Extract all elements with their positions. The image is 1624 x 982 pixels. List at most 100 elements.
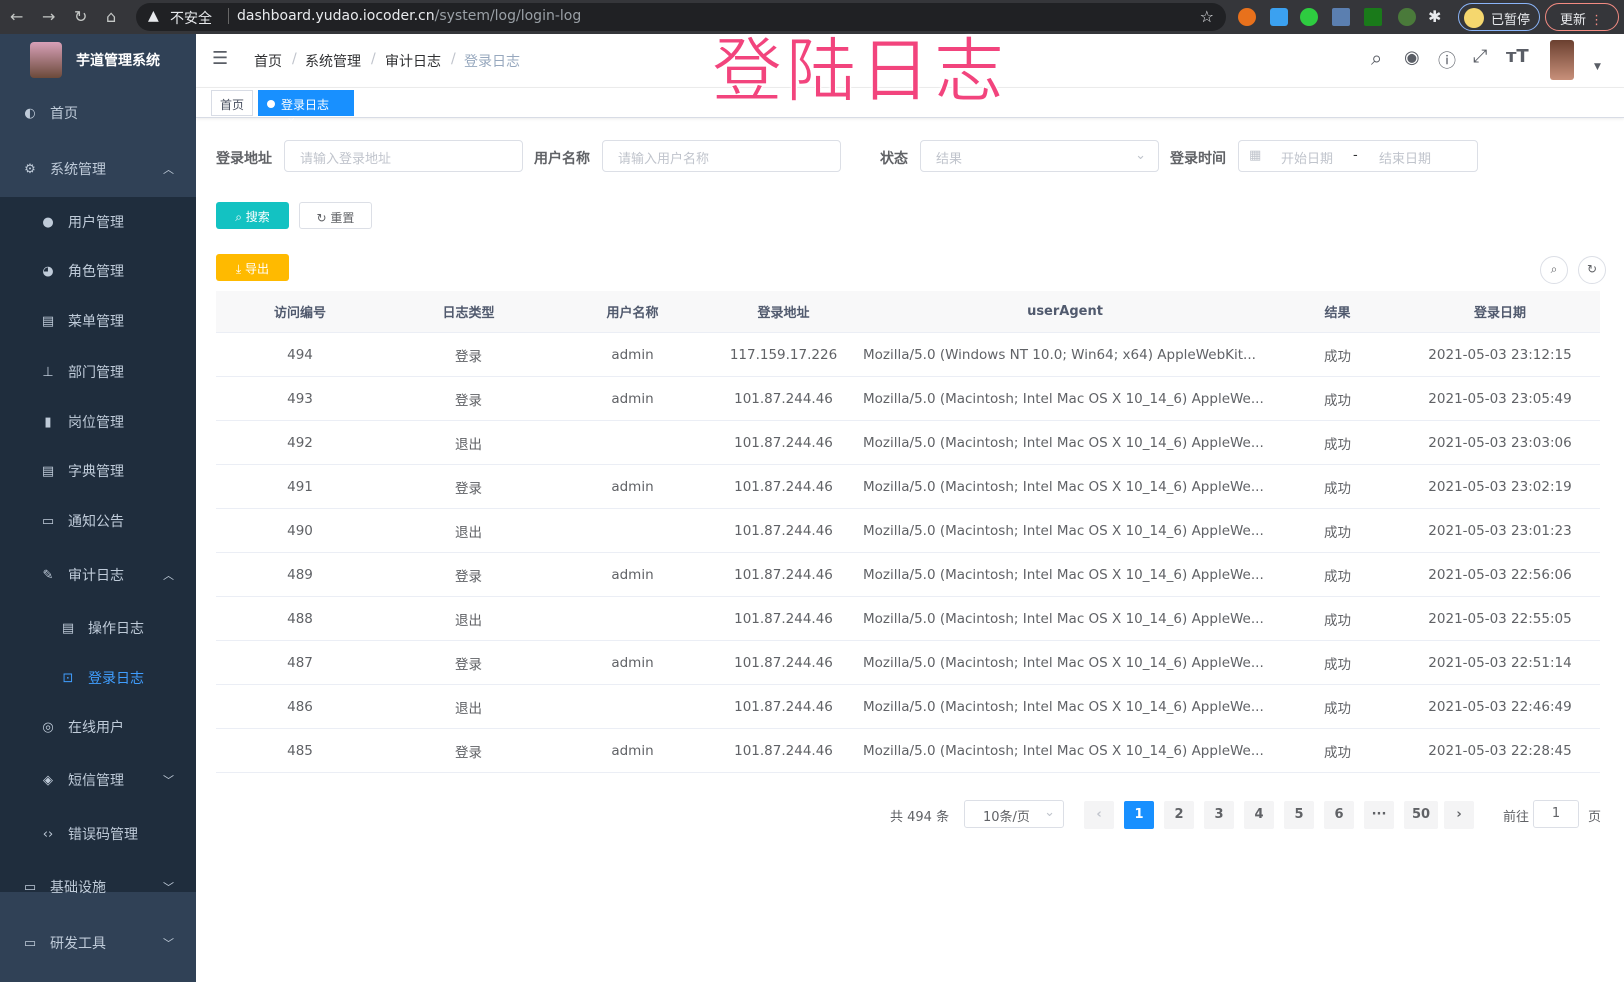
extension-icon[interactable] bbox=[1398, 8, 1416, 26]
extension-icon[interactable] bbox=[1364, 8, 1382, 26]
avatar bbox=[1464, 8, 1484, 28]
sidebar-item[interactable]: ▭ 基础设施 ﹀ bbox=[0, 862, 196, 912]
reset-button[interactable]: ↻ 重置 bbox=[299, 202, 372, 229]
sidebar-item[interactable]: ▭ 研发工具 ﹀ bbox=[0, 918, 196, 968]
end-date-input[interactable]: 结束日期 bbox=[1379, 152, 1432, 167]
prev-page-button[interactable]: ‹ bbox=[1084, 801, 1114, 829]
start-date-input[interactable]: 开始日期 bbox=[1281, 152, 1334, 167]
fullscreen-icon[interactable]: ⤢ bbox=[1473, 46, 1488, 67]
sidebar: 芋道管理系统 ◐ 首页 ⚙ 系统管理 ︿ ● 用户管理 ◕ 角色管理 ▤ 菜单管理 ⊥ 部门管理 ▮ 岗位管… bbox=[0, 34, 196, 982]
github-icon[interactable]: ◉ bbox=[1404, 47, 1420, 68]
page-button[interactable]: ··· bbox=[1364, 801, 1394, 829]
table-row[interactable]: 485 登录 admin 101.87.244.46 Mozilla/5.0 (Maci… bbox=[216, 729, 1600, 773]
refresh-button[interactable]: ↻ bbox=[1578, 256, 1606, 284]
profile-paused-button[interactable]: 已暂停 bbox=[1458, 3, 1540, 31]
tag-home[interactable]: 首页 bbox=[211, 90, 254, 116]
page-button[interactable]: 6 bbox=[1324, 801, 1354, 829]
page-button[interactable]: 1 bbox=[1124, 801, 1154, 829]
sidebar-item[interactable]: ⊡ 登录日志 bbox=[0, 653, 196, 703]
user-avatar[interactable] bbox=[1550, 40, 1574, 80]
sidebar-item[interactable]: ▤ 菜单管理 bbox=[0, 296, 196, 346]
table-cell: 117.159.17.226 bbox=[729, 346, 838, 363]
sidebar-item[interactable]: ‹› 错误码管理 bbox=[0, 809, 196, 859]
sidebar-item-label: 审计日志 bbox=[68, 568, 124, 584]
sidebar-item[interactable]: ⚙ 系统管理 ︿ bbox=[0, 144, 196, 194]
back-icon[interactable]: ← bbox=[10, 7, 24, 26]
sidebar-item[interactable]: ◐ 首页 bbox=[0, 88, 196, 138]
username-input[interactable]: 请输入用户名称 bbox=[602, 140, 841, 172]
table-cell: Mozilla/5.0 (Macintosh; Intel Mac OS X 1… bbox=[863, 390, 1264, 407]
date-range-picker[interactable]: ▦ 开始日期 - 结束日期 bbox=[1238, 140, 1478, 172]
bookmark-star-icon[interactable]: ☆ bbox=[1199, 7, 1214, 26]
table-row[interactable]: 492 退出 101.87.244.46 Mozilla/5.0 (Macintosh… bbox=[216, 421, 1600, 465]
sidebar-item[interactable]: ◕ 角色管理 bbox=[0, 246, 196, 296]
search-icon[interactable]: ⌕ bbox=[1371, 46, 1383, 70]
table-row[interactable]: 488 退出 101.87.244.46 Mozilla/5.0 (Macintosh… bbox=[216, 597, 1600, 641]
url-host: dashboard.yudao.iocoder.cn bbox=[237, 8, 435, 24]
table-cell: 登录 bbox=[455, 392, 482, 409]
extension-icon[interactable] bbox=[1300, 8, 1318, 26]
ip-input[interactable]: 请输入登录地址 bbox=[284, 140, 523, 172]
table-cell: admin bbox=[611, 654, 654, 671]
breadcrumb-home[interactable]: 首页 bbox=[254, 54, 282, 70]
url[interactable]: dashboard.yudao.iocoder.cn/system/log/lo… bbox=[228, 8, 581, 24]
reload-icon[interactable]: ↻ bbox=[74, 7, 88, 26]
address-bar[interactable]: ▲ 不安全 dashboard.yudao.iocoder.cn/system/… bbox=[136, 3, 1226, 31]
hamburger-icon[interactable]: ☰ bbox=[212, 48, 229, 69]
table-cell: 2021-05-03 22:28:45 bbox=[1428, 742, 1572, 759]
caret-down-icon[interactable]: ▼ bbox=[1594, 62, 1601, 72]
home-icon[interactable]: ⌂ bbox=[106, 7, 117, 26]
sidebar-item[interactable]: ⊥ 部门管理 bbox=[0, 347, 196, 397]
status-select[interactable]: 结果 ⌄ bbox=[920, 140, 1159, 172]
table-row[interactable]: 486 退出 101.87.244.46 Mozilla/5.0 (Macintosh… bbox=[216, 685, 1600, 729]
message-icon: ▭ bbox=[41, 513, 55, 529]
sidebar-item[interactable]: ● 用户管理 bbox=[0, 197, 196, 247]
close-icon[interactable]: × bbox=[287, 116, 296, 127]
breadcrumb-system[interactable]: 系统管理 bbox=[305, 54, 361, 70]
page-size-select[interactable]: 10条/页 ⌄ bbox=[964, 800, 1064, 828]
table-row[interactable]: 487 登录 admin 101.87.244.46 Mozilla/5.0 (Maci… bbox=[216, 641, 1600, 685]
breadcrumb-audit[interactable]: 审计日志 bbox=[385, 54, 441, 70]
sidebar-item[interactable]: ◎ 在线用户 bbox=[0, 702, 196, 752]
table-row[interactable]: 490 退出 101.87.244.46 Mozilla/5.0 (Macintosh… bbox=[216, 509, 1600, 553]
table-cell: admin bbox=[611, 390, 654, 407]
table-row[interactable]: 491 登录 admin 101.87.244.46 Mozilla/5.0 (Maci… bbox=[216, 465, 1600, 509]
forward-icon[interactable]: → bbox=[42, 7, 56, 26]
update-button[interactable]: 更新 ⋮ bbox=[1545, 3, 1619, 31]
sidebar-item[interactable]: ▭ 通知公告 bbox=[0, 496, 196, 546]
sidebar-item[interactable]: ◈ 短信管理 ﹀ bbox=[0, 755, 196, 805]
sidebar-item[interactable]: ▮ 岗位管理 bbox=[0, 397, 196, 447]
range-separator: - bbox=[1353, 148, 1358, 163]
table-cell: 登录 bbox=[455, 656, 482, 673]
table-cell: 487 bbox=[287, 654, 313, 671]
table-cell: 488 bbox=[287, 610, 313, 627]
page-button[interactable]: 5 bbox=[1284, 801, 1314, 829]
export-button[interactable]: ⤓ 导出 bbox=[216, 254, 289, 281]
search-button[interactable]: ⌕ 搜索 bbox=[216, 202, 289, 229]
sidebar-item-label: 首页 bbox=[50, 106, 78, 122]
page-button[interactable]: 50 bbox=[1404, 801, 1438, 829]
tag-login-log[interactable]: 登录日志 × bbox=[258, 90, 354, 127]
extension-icon[interactable] bbox=[1270, 8, 1288, 26]
sidebar-item[interactable]: ✎ 审计日志 ︿ bbox=[0, 550, 196, 600]
extension-icon[interactable] bbox=[1238, 8, 1256, 26]
chevron-down-icon: ﹀ bbox=[163, 881, 174, 894]
sidebar-item[interactable]: ▤ 字典管理 bbox=[0, 446, 196, 496]
page-button[interactable]: 2 bbox=[1164, 801, 1194, 829]
question-icon[interactable]: ⓘ bbox=[1438, 51, 1456, 72]
column-header: 登录地址 bbox=[757, 306, 810, 321]
page-button[interactable]: 3 bbox=[1204, 801, 1234, 829]
tool-icon: ▭ bbox=[23, 935, 37, 951]
table-row[interactable]: 494 登录 admin 117.159.17.226 Mozilla/5.0 (Win… bbox=[216, 333, 1600, 377]
next-page-button[interactable]: › bbox=[1444, 801, 1474, 829]
font-size-icon[interactable]: тT bbox=[1506, 46, 1529, 67]
page-button[interactable]: 4 bbox=[1244, 801, 1274, 829]
extension-icon[interactable] bbox=[1332, 8, 1350, 26]
table-row[interactable]: 489 登录 admin 101.87.244.46 Mozilla/5.0 (Maci… bbox=[216, 553, 1600, 597]
puzzle-icon[interactable]: ✱ bbox=[1428, 7, 1442, 26]
table-row[interactable]: 493 登录 admin 101.87.244.46 Mozilla/5.0 (Maci… bbox=[216, 377, 1600, 421]
sidebar-item[interactable]: ▤ 操作日志 bbox=[0, 603, 196, 653]
chevron-down-icon: ⌄ bbox=[1135, 148, 1146, 163]
goto-page-input[interactable]: 1 bbox=[1533, 800, 1579, 828]
toggle-search-button[interactable]: ⌕ bbox=[1540, 256, 1568, 284]
